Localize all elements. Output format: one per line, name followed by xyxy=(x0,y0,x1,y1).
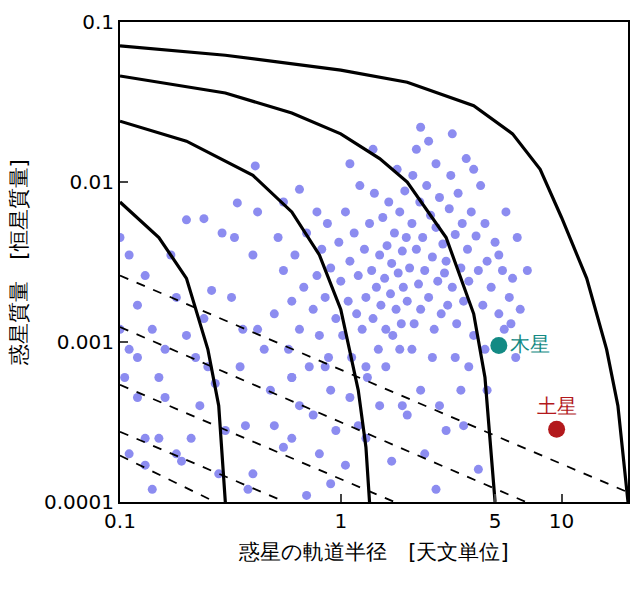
svg-text:5: 5 xyxy=(489,509,502,533)
svg-text:惑星質量 [恒星質量]: 惑星質量 [恒星質量] xyxy=(7,159,31,365)
svg-text:0.0001: 0.0001 xyxy=(44,490,114,514)
svg-text:土星: 土星 xyxy=(537,394,577,418)
svg-text:0.01: 0.01 xyxy=(69,170,114,194)
svg-text:0.1: 0.1 xyxy=(82,10,114,34)
svg-text:0.1: 0.1 xyxy=(104,509,136,533)
svg-text:0.001: 0.001 xyxy=(57,330,114,354)
svg-text:1: 1 xyxy=(334,509,347,533)
svg-text:10: 10 xyxy=(549,509,574,533)
svg-text:惑星の軌道半径 [天文単位]: 惑星の軌道半径 [天文単位] xyxy=(238,540,508,564)
svg-text:木星: 木星 xyxy=(510,332,550,356)
